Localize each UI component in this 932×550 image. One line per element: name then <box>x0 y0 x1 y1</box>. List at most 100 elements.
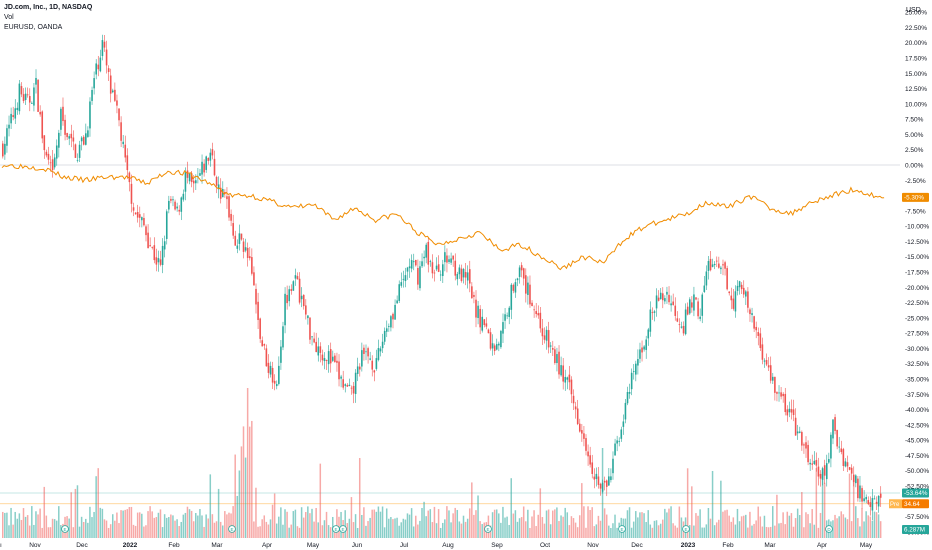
candle-body <box>466 272 469 281</box>
volume-bar <box>630 527 633 538</box>
candle-body <box>85 133 87 145</box>
volume-bar <box>649 524 652 538</box>
volume-bar <box>369 517 371 538</box>
x-axis[interactable]: Nov Dec 2022 Feb Mar Apr May Jun Jul Aug Sep Oct Nov… <box>0 542 873 549</box>
legend-compare-symbol[interactable]: EURUSD, OANDA <box>4 24 63 31</box>
volume-bar <box>688 525 691 538</box>
volume-bar <box>78 526 81 538</box>
volume-bar <box>659 523 662 538</box>
candle-body <box>726 268 728 290</box>
legend-main-symbol[interactable]: JD.com, Inc., 1D, NASDAQ <box>4 4 93 11</box>
candle-body <box>832 419 834 439</box>
candle-body <box>813 460 816 464</box>
candle-body <box>398 284 401 301</box>
event-marker: E <box>618 525 626 533</box>
volume-bar <box>635 511 637 538</box>
volume-bar <box>815 468 818 538</box>
volume-bar <box>819 512 822 538</box>
volume-bar <box>502 506 504 538</box>
volume-bar <box>738 521 741 538</box>
volume-bar <box>801 492 803 538</box>
volume-bar <box>608 525 610 538</box>
candle-body <box>508 307 511 317</box>
volume-bar <box>361 514 363 538</box>
volume-bar <box>6 512 8 538</box>
y-tick-label: -45.00% <box>905 438 929 445</box>
volume-bar <box>772 506 774 538</box>
x-tick-label: Oct <box>540 542 550 549</box>
volume-bar <box>680 517 683 538</box>
candle-body <box>64 119 66 135</box>
y-tick-label: 2.50% <box>905 147 924 154</box>
volume-bar <box>479 521 481 538</box>
candle-body <box>769 365 772 381</box>
volume-bar <box>832 520 834 538</box>
candle-body <box>4 143 6 155</box>
candle-body <box>659 292 662 300</box>
volume-bar <box>419 520 421 538</box>
volume-bar <box>373 509 376 538</box>
candle-body <box>485 323 488 327</box>
candle-body <box>589 455 591 465</box>
event-marker: D <box>825 525 833 533</box>
candle-body <box>136 212 139 218</box>
volume-bar <box>522 506 525 538</box>
volume-bar <box>724 510 726 538</box>
volume-bar <box>786 511 789 538</box>
volume-bar <box>610 527 612 538</box>
candle-body <box>543 335 546 340</box>
volume-bar <box>628 507 631 538</box>
candle-body <box>788 408 791 413</box>
volume-bar <box>695 513 697 538</box>
volume-bar <box>643 513 645 538</box>
volume-bar <box>734 524 737 538</box>
candle-body <box>747 291 749 308</box>
volume-bar <box>396 517 398 538</box>
candle-body <box>481 316 484 331</box>
candle-body <box>62 106 64 122</box>
legend-volume[interactable]: Vol <box>4 14 14 21</box>
volume-bar <box>568 525 571 538</box>
volume-bar <box>412 526 415 538</box>
volume-bar <box>668 508 670 538</box>
candle-body <box>525 275 527 294</box>
volume-bar <box>672 523 674 538</box>
volume-bar <box>657 525 660 538</box>
candle-body <box>313 338 315 343</box>
candle-body <box>263 344 266 346</box>
volume-bar <box>51 518 54 538</box>
candle-body <box>155 257 158 265</box>
candle-body <box>879 493 882 498</box>
candle-body <box>805 442 807 449</box>
volume-bar <box>867 515 869 538</box>
volume-bar <box>107 527 110 538</box>
volume-bar <box>572 518 575 538</box>
volume-bar <box>599 520 602 538</box>
volume-bar <box>767 527 770 538</box>
candle-body <box>836 429 838 447</box>
candle-body <box>280 346 282 363</box>
y-tick-label: -35.00% <box>905 377 929 384</box>
y-tick-label: -10.00% <box>905 224 929 231</box>
volume-bar <box>510 478 512 538</box>
volume-bar <box>506 516 508 538</box>
candle-body <box>172 199 174 201</box>
candle-body <box>520 265 523 271</box>
candle-body <box>340 376 342 379</box>
volume-bar <box>821 471 824 538</box>
volume-bar <box>842 514 845 538</box>
volume-bar <box>163 514 166 538</box>
volume-bar <box>564 507 566 538</box>
candle-body <box>371 360 374 370</box>
volume-bar <box>415 515 417 538</box>
volume-bar <box>300 507 303 538</box>
volume-bar <box>798 515 801 538</box>
candle-body <box>626 391 629 404</box>
volume-bar <box>468 508 471 538</box>
volume-bar <box>2 511 4 538</box>
volume-bar <box>259 526 261 538</box>
volume-bar <box>491 512 494 538</box>
candle-body <box>203 163 205 173</box>
